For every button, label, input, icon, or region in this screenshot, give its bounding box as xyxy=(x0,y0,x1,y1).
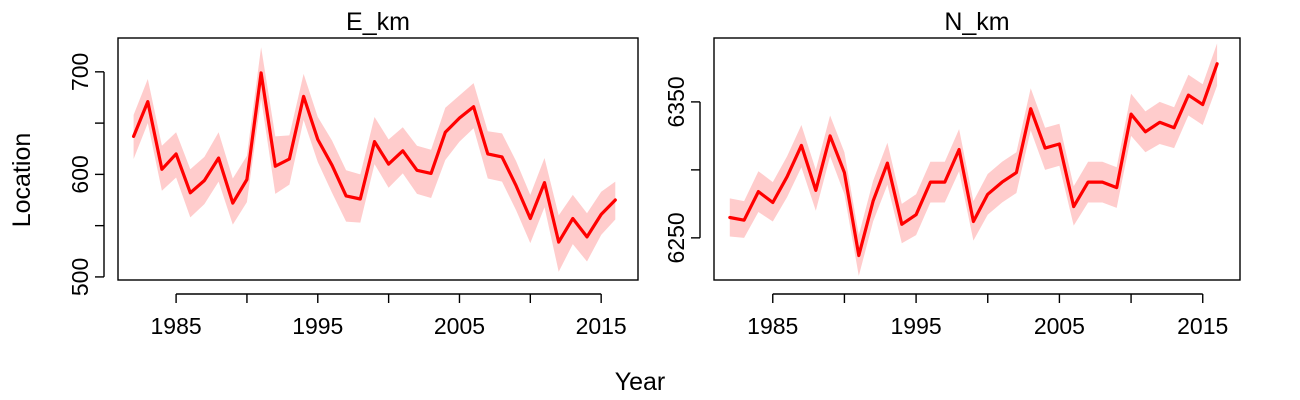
plot-frame xyxy=(117,37,639,281)
y-tick-label: 6350 xyxy=(663,76,689,127)
y-tick-label: 700 xyxy=(67,53,93,91)
confidence-bands xyxy=(133,47,616,272)
x-tick-label: 2015 xyxy=(576,313,627,339)
x-tick-label: 1985 xyxy=(151,313,202,339)
x-axis-title: Year xyxy=(615,368,666,396)
series-lines xyxy=(728,62,1219,258)
y-tick-label: 600 xyxy=(67,155,93,193)
x-axis: 1985 1995 2005 2015 xyxy=(151,293,627,339)
y-tick-label: 500 xyxy=(67,258,93,296)
confidence-band xyxy=(133,47,616,272)
y-tick-label: 6250 xyxy=(663,212,689,263)
y-axis-title: Location xyxy=(8,133,36,228)
x-tick-label: 2005 xyxy=(1034,313,1085,339)
panel-title: N_km xyxy=(944,8,1009,36)
panel-n-km: N_km 1985 1995 2005 2015 6250 6350 xyxy=(663,8,1241,339)
x-tick-label: 2015 xyxy=(1177,313,1228,339)
confidence-bands xyxy=(729,43,1218,276)
y-axis: 500 600 700 xyxy=(67,53,105,296)
x-tick-label: 1995 xyxy=(292,313,343,339)
x-tick-label: 1985 xyxy=(747,313,798,339)
y-axis: 6250 6350 xyxy=(663,76,701,263)
series-line xyxy=(132,71,617,244)
x-axis: 1985 1995 2005 2015 xyxy=(747,293,1228,339)
confidence-band xyxy=(729,43,1218,276)
plot-frame xyxy=(713,37,1241,281)
x-tick-label: 2005 xyxy=(434,313,485,339)
series-line xyxy=(728,62,1219,258)
series-lines xyxy=(132,71,617,244)
x-tick-label: 1995 xyxy=(891,313,942,339)
panel-title: E_km xyxy=(346,8,410,36)
panel-e-km: E_km 1985 1995 2005 2015 500 600 700 xyxy=(67,8,639,339)
